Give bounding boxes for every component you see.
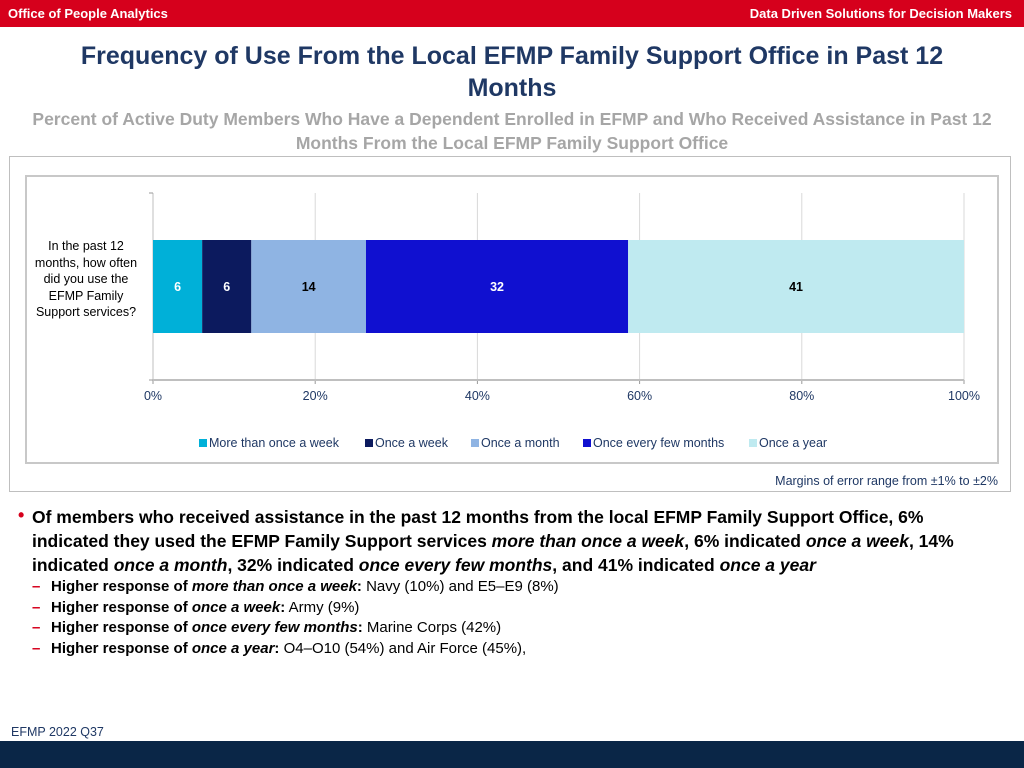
summary-text: , 14% indicated [32,531,954,575]
data-label: 14 [302,280,316,294]
chart-outer-frame [9,156,1011,492]
bar-segment [365,240,629,333]
sub-bullet: – Higher response of once a year: O4–O10 … [14,639,1004,660]
legend-swatch [583,439,591,447]
dash-icon: – [32,639,41,657]
summary-bullets: • Of members who received assistance in … [14,505,1004,659]
dash-icon: – [32,619,41,636]
sub-bullet-label: Higher response of once every few months… [51,619,363,636]
summary-main-bullet: • Of members who received assistance in … [14,505,1004,577]
bar-segment [628,240,964,333]
sub-bullet-value: Navy (10%) and E5–E9 (8%) [361,578,559,595]
bullet-dot-icon: • [18,505,25,525]
dash-icon: – [32,598,41,616]
data-label: 41 [789,280,803,294]
legend-swatch [749,439,757,447]
bar-segment [251,240,366,333]
summary-emphasis: once a month [113,555,228,575]
legend-swatch [199,439,207,447]
summary-main-text: Of members who received assistance in th… [32,507,954,575]
page-title: Frequency of Use From the Local EFMP Fam… [80,42,944,102]
sub-bullet-label: Higher response of once a week: [51,598,286,616]
sub-bullet: – Higher response of once a week: Army (9… [14,598,1004,619]
legend-swatch [471,439,479,447]
x-tick-label: 40% [465,389,490,403]
data-label: 32 [490,280,504,294]
legend-label: Once a year [759,436,827,450]
sub-bullet: – Higher response of once every few month… [14,618,1004,639]
chart-inner-frame [25,175,999,464]
sub-bullet-value: Marine Corps (42%) [362,619,502,636]
sub-bullet: – Higher response of more than once a wee… [14,577,1004,598]
source-label: EFMP 2022 Q37 [11,725,104,739]
data-label: 6 [223,280,230,294]
page-subtitle: Percent of Active Duty Members Who Have … [32,109,992,153]
summary-emphasis: once every few months [358,555,553,575]
x-tick-label: 60% [627,389,652,403]
x-tick-label: 80% [789,389,814,403]
sub-bullet-value: O4–O10 (54%) and Air Force (45%), [279,639,527,657]
bar-segment [153,240,203,333]
summary-text: Of members who received assistance in th… [32,507,924,551]
legend-swatch [365,439,373,447]
footer-bar [0,741,1024,768]
sub-bullet-label: Higher response of once a year: [51,639,280,657]
header-bar: Office of People Analytics Data Driven S… [0,0,1024,27]
legend-label: Once a month [481,436,560,450]
dash-icon: – [32,578,41,595]
summary-text: , 6% indicated [684,531,806,551]
bar-segment [202,240,252,333]
margin-of-error-note: Margins of error range from ±1% to ±2% [775,474,998,488]
x-tick-label: 20% [303,389,328,403]
x-tick-label: 0% [144,389,162,403]
summary-text: , 32% indicated [227,555,359,575]
legend-label: More than once a week [209,436,340,450]
summary-sub-bullets: – Higher response of more than once a wee… [14,577,1004,659]
header-right-text: Data Driven Solutions for Decision Maker… [749,6,1012,21]
summary-emphasis: once a week [805,531,909,551]
header-left-text: Office of People Analytics [8,6,168,21]
summary-emphasis: once a year [719,555,816,575]
summary-emphasis: more than once a week [491,531,685,551]
summary-text: , and 41% indicated [552,555,720,575]
x-tick-label: 100% [948,389,980,403]
legend-label: Once a week [375,436,449,450]
legend-label: Once every few months [593,436,724,450]
data-label: 6 [174,280,181,294]
sub-bullet-label: Higher response of more than once a week… [51,578,362,595]
sub-bullet-value: Army (9%) [285,598,360,616]
chart-category-label: In the past 12 months, how often did you… [34,239,138,320]
